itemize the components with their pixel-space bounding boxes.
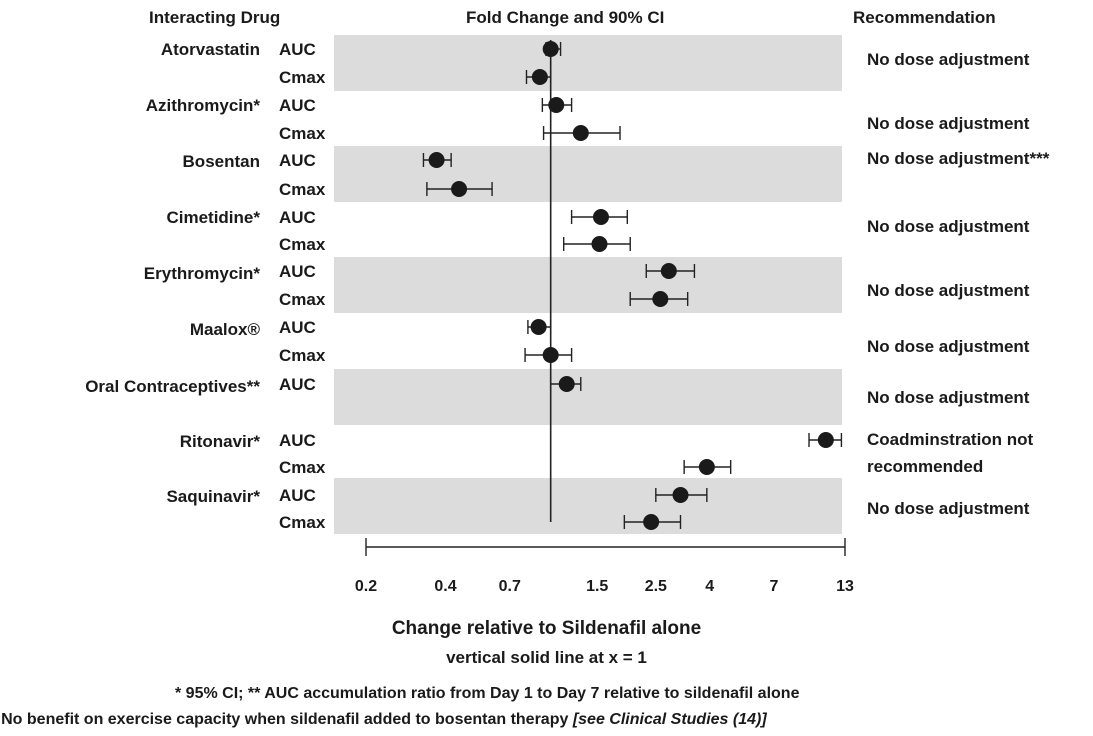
recommendation-cimetidine: No dose adjustment bbox=[867, 217, 1030, 236]
header-fold-change: Fold Change and 90% CI bbox=[466, 8, 665, 27]
point-estimate-azithromycin-auc bbox=[548, 97, 565, 113]
x-tick-label-13: 13 bbox=[836, 578, 854, 595]
point-estimate-bosentan-auc bbox=[428, 152, 445, 168]
metric-label-bosentan-cmax: Cmax bbox=[279, 180, 326, 199]
point-estimate-cimetidine-auc bbox=[592, 209, 609, 225]
point-estimate-maalox-cmax bbox=[542, 347, 559, 363]
drug-label-bosentan: Bosentan bbox=[182, 152, 260, 171]
metric-label-azithromycin-cmax: Cmax bbox=[279, 124, 326, 143]
drug-label-ritonavir: Ritonavir* bbox=[179, 432, 260, 451]
drug-label-atorvastatin: Atorvastatin bbox=[160, 40, 260, 59]
metric-label-cimetidine-cmax: Cmax bbox=[279, 235, 326, 254]
drug-label-oral-contraceptives: Oral Contraceptives** bbox=[85, 377, 260, 396]
point-estimate-bosentan-cmax bbox=[451, 181, 468, 197]
metric-label-saquinavir-auc: AUC bbox=[279, 486, 316, 505]
metric-label-erythromycin-cmax: Cmax bbox=[279, 290, 326, 309]
recommendation-atorvastatin: No dose adjustment bbox=[867, 50, 1030, 69]
metric-label-saquinavir-cmax: Cmax bbox=[279, 513, 326, 532]
point-estimate-ritonavir-auc bbox=[817, 432, 834, 448]
drug-label-azithromycin: Azithromycin* bbox=[145, 96, 260, 115]
recommendation-ritonavir-line2: recommended bbox=[867, 457, 984, 476]
metric-label-erythromycin-auc: AUC bbox=[279, 262, 316, 281]
x-tick-label-2-5: 2.5 bbox=[645, 578, 667, 595]
footnote-bosentan: *** No benefit on exercise capacity when… bbox=[0, 711, 767, 729]
x-tick-label-7: 7 bbox=[770, 578, 779, 595]
footnote-ci: * 95% CI; ** AUC accumulation ratio from… bbox=[175, 685, 800, 702]
point-estimate-ritonavir-cmax bbox=[698, 459, 715, 475]
band-oral-contraceptives bbox=[334, 369, 842, 425]
x-tick-label-0-4: 0.4 bbox=[434, 578, 456, 595]
recommendation-azithromycin: No dose adjustment bbox=[867, 114, 1030, 133]
drug-label-erythromycin: Erythromycin* bbox=[143, 264, 260, 283]
metric-label-atorvastatin-auc: AUC bbox=[279, 40, 316, 59]
metric-label-azithromycin-auc: AUC bbox=[279, 96, 316, 115]
point-estimate-cimetidine-cmax bbox=[591, 236, 608, 252]
point-estimate-atorvastatin-cmax bbox=[531, 69, 548, 85]
metric-label-ritonavir-cmax: Cmax bbox=[279, 458, 326, 477]
metric-label-maalox-cmax: Cmax bbox=[279, 346, 326, 365]
band-atorvastatin bbox=[334, 35, 842, 91]
header-interacting-drug: Interacting Drug bbox=[149, 8, 281, 27]
x-axis-note: vertical solid line at x = 1 bbox=[446, 648, 647, 667]
point-estimate-erythromycin-cmax bbox=[652, 291, 669, 307]
point-estimate-saquinavir-auc bbox=[672, 487, 689, 503]
recommendation-ritonavir-line1: Coadminstration not bbox=[867, 430, 1034, 449]
x-axis-label: Change relative to Sildenafil alone bbox=[391, 618, 702, 639]
point-estimate-oral-contraceptives-auc bbox=[558, 376, 575, 392]
drug-label-saquinavir: Saquinavir* bbox=[166, 487, 260, 506]
x-tick-label-0-2: 0.2 bbox=[355, 578, 377, 595]
header-recommendation: Recommendation bbox=[853, 8, 996, 27]
recommendation-bosentan: No dose adjustment*** bbox=[867, 149, 1050, 168]
metric-label-atorvastatin-cmax: Cmax bbox=[279, 68, 326, 87]
drug-label-maalox: Maalox® bbox=[189, 320, 260, 339]
footnote-bosentan-reference: [see Clinical Studies (14)] bbox=[572, 711, 767, 728]
metric-label-cimetidine-auc: AUC bbox=[279, 208, 316, 227]
band-erythromycin bbox=[334, 257, 842, 313]
point-estimate-erythromycin-auc bbox=[660, 263, 677, 279]
point-estimate-saquinavir-cmax bbox=[643, 514, 660, 530]
band-saquinavir bbox=[334, 478, 842, 534]
point-estimate-atorvastatin-auc bbox=[542, 41, 559, 57]
point-estimate-azithromycin-cmax bbox=[572, 125, 589, 141]
metric-label-maalox-auc: AUC bbox=[279, 318, 316, 337]
recommendation-oral-contraceptives: No dose adjustment bbox=[867, 388, 1030, 407]
footnote-bosentan-text: *** No benefit on exercise capacity when… bbox=[0, 711, 573, 728]
metric-label-bosentan-auc: AUC bbox=[279, 151, 316, 170]
point-estimate-maalox-auc bbox=[530, 319, 547, 335]
x-tick-label-1-5: 1.5 bbox=[586, 578, 608, 595]
drug-label-cimetidine: Cimetidine* bbox=[166, 208, 260, 227]
recommendation-maalox: No dose adjustment bbox=[867, 337, 1030, 356]
x-tick-label-4: 4 bbox=[705, 578, 714, 595]
x-tick-label-0-7: 0.7 bbox=[499, 578, 521, 595]
metric-label-ritonavir-auc: AUC bbox=[279, 431, 316, 450]
recommendation-saquinavir: No dose adjustment bbox=[867, 499, 1030, 518]
band-bosentan bbox=[334, 146, 842, 202]
metric-label-oral-contraceptives-auc: AUC bbox=[279, 375, 316, 394]
recommendation-erythromycin: No dose adjustment bbox=[867, 281, 1030, 300]
